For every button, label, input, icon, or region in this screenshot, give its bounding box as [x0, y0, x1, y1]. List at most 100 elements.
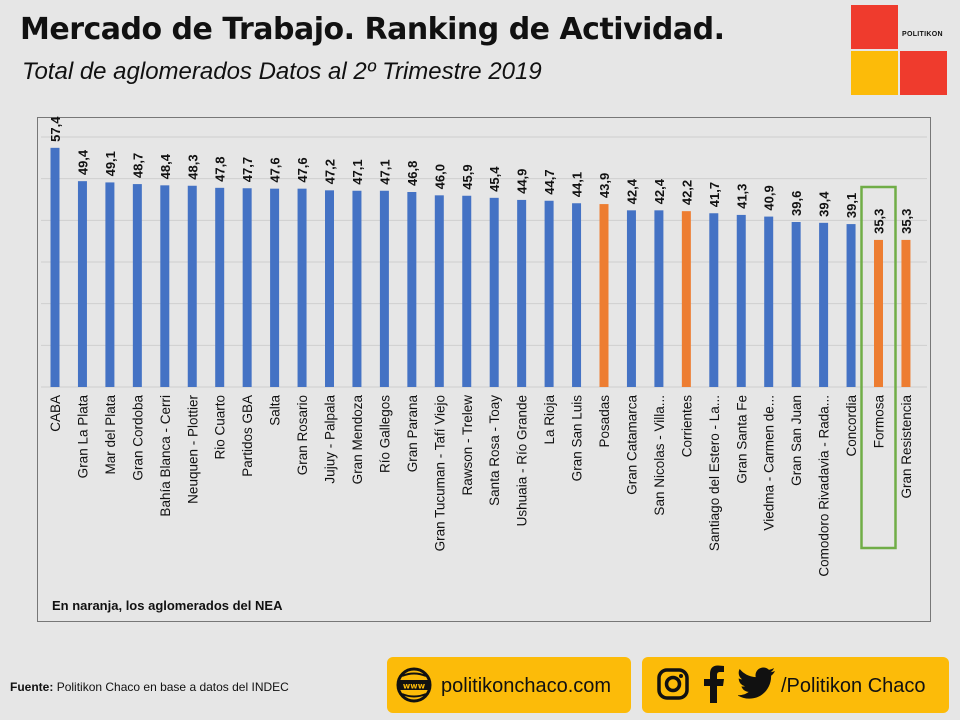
bar — [846, 224, 856, 387]
category-label: Comodoro Rivadavia - Rada... — [817, 395, 832, 577]
category-label: Concordia — [844, 395, 859, 457]
chart-frame — [37, 117, 931, 622]
facebook-icon[interactable] — [702, 665, 726, 708]
category-label: Formosa — [872, 395, 887, 449]
bar — [764, 216, 774, 387]
data-label: 48,4 — [158, 153, 173, 179]
logo-square-red — [851, 5, 898, 49]
category-label: Mar del Plata — [103, 395, 118, 475]
category-label: Rio Cuarto — [213, 395, 228, 460]
data-label: 46,8 — [405, 161, 420, 186]
chart-note: En naranja, los aglomerados del NEA — [52, 598, 283, 613]
source-text: Politikon Chaco en base a datos del INDE… — [56, 680, 289, 694]
highlight-box — [860, 185, 897, 550]
data-label: 47,6 — [268, 157, 283, 182]
bar — [901, 239, 911, 387]
bar — [819, 222, 829, 387]
data-label: 47,7 — [240, 157, 255, 182]
category-label: Santa Rosa - Toay — [487, 395, 502, 506]
bar — [160, 185, 170, 387]
bar — [544, 200, 554, 387]
category-label: Partidos GBA — [240, 395, 255, 477]
data-label: 57,4 — [48, 116, 63, 142]
category-label: Ushuaia - Río Grande — [515, 395, 530, 526]
category-label: Posadas — [597, 395, 612, 448]
category-label: Gran Resistencia — [899, 395, 914, 499]
data-label: 43,9 — [597, 173, 612, 198]
data-label: 45,9 — [460, 164, 475, 189]
website-text[interactable]: politikonchaco.com — [441, 675, 612, 697]
bar — [105, 182, 115, 387]
social-handle[interactable]: /Politikon Chaco — [781, 675, 926, 697]
bar — [379, 190, 389, 387]
category-label: Gran Parana — [405, 395, 420, 473]
category-label: La Rioja — [542, 395, 557, 445]
bar — [407, 192, 417, 387]
category-label: Viedma - Carmen de... — [762, 395, 777, 531]
category-label: Gran San Luis — [570, 395, 585, 482]
data-label: 49,4 — [75, 149, 90, 175]
category-label: Gran Santa Fe — [734, 395, 749, 484]
logo-square-red-2 — [900, 51, 947, 95]
bar — [242, 188, 252, 387]
bar — [874, 239, 883, 387]
data-label: 41,3 — [734, 184, 749, 209]
data-label: 47,1 — [377, 159, 392, 184]
page-title: Mercado de Trabajo. Ranking de Actividad… — [20, 12, 725, 47]
bar — [791, 222, 801, 387]
data-label: 48,7 — [130, 153, 145, 178]
data-label: 49,1 — [103, 151, 118, 176]
bar — [572, 203, 582, 387]
bar — [681, 211, 691, 387]
category-label: Gran Tucuman - Tafí Viejo — [432, 395, 447, 551]
category-label: Bahía Blanca - Cerri — [158, 395, 173, 517]
data-label: 47,6 — [295, 157, 310, 182]
bar — [215, 187, 225, 387]
category-label: Gran Catamarca — [624, 395, 639, 495]
svg-text:www: www — [403, 682, 426, 691]
bar — [462, 195, 472, 387]
bar — [599, 204, 609, 387]
bar — [352, 190, 362, 387]
bar — [517, 199, 527, 387]
bar — [626, 210, 636, 387]
bar — [489, 197, 499, 387]
category-label: Neuquen - Plottier — [185, 394, 200, 503]
bar — [434, 195, 444, 387]
category-label: Gran San Juan — [789, 395, 804, 486]
data-label: 47,2 — [323, 159, 338, 184]
politikon-logo: POLITIKON — [851, 5, 948, 95]
data-label: 35,3 — [872, 209, 887, 234]
data-label: 45,4 — [487, 166, 502, 192]
bar — [297, 188, 307, 387]
category-label: Gran Rosario — [295, 395, 310, 475]
website-banner[interactable]: www politikonchaco.com — [387, 657, 631, 713]
bar — [709, 213, 719, 387]
bar — [187, 185, 197, 387]
twitter-icon[interactable] — [737, 667, 776, 704]
data-label: 44,1 — [570, 172, 585, 197]
instagram-icon[interactable] — [656, 667, 690, 706]
category-label: San Nicolas - Villa... — [652, 395, 667, 516]
category-label: Salta — [268, 395, 283, 426]
category-label: Jujuy - Palpala — [323, 395, 338, 484]
data-label: 42,4 — [624, 178, 639, 204]
data-label: 42,2 — [679, 180, 694, 205]
source-line: Fuente: Politikon Chaco en base a datos … — [10, 680, 289, 694]
category-label: Río Gallegos — [377, 395, 392, 473]
bar — [736, 214, 746, 387]
social-banner[interactable]: /Politikon Chaco — [642, 657, 949, 713]
category-label: Corrientes — [679, 395, 694, 458]
page-subtitle: Total de aglomerados Datos al 2º Trimest… — [22, 58, 542, 85]
data-label: 42,4 — [652, 178, 667, 204]
data-label: 39,4 — [817, 191, 832, 217]
bar — [132, 184, 142, 387]
bar — [50, 147, 60, 387]
bar — [270, 188, 280, 387]
www-icon: www — [396, 667, 432, 708]
category-label: Gran Cordoba — [130, 395, 145, 481]
data-label: 44,9 — [515, 169, 530, 194]
data-label: 35,3 — [899, 209, 914, 234]
data-label: 39,6 — [789, 191, 804, 216]
